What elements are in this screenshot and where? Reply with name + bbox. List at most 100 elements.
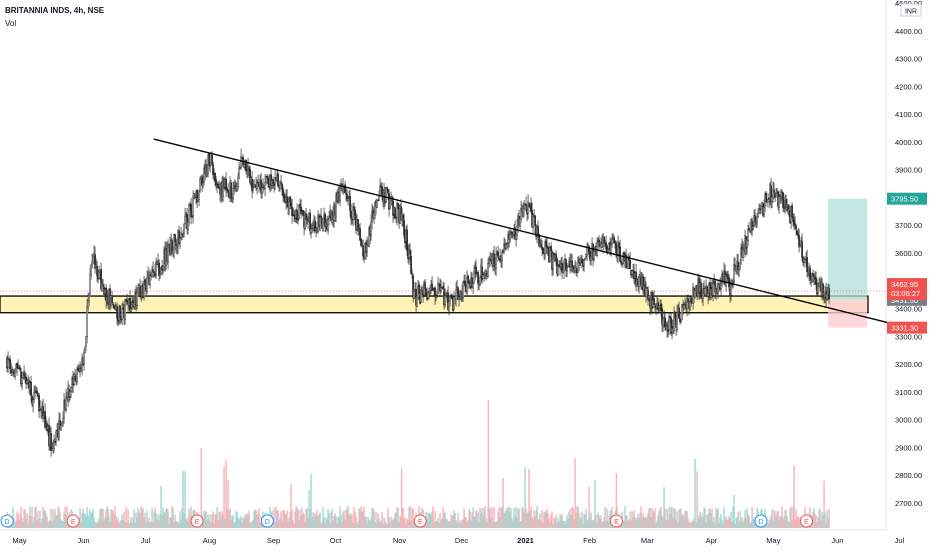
volume-bar xyxy=(592,520,594,528)
event-marker[interactable] xyxy=(754,514,768,528)
volume-bar xyxy=(371,507,373,528)
volume-bar xyxy=(251,521,253,528)
candle-body xyxy=(689,296,691,311)
candle-body xyxy=(673,312,675,331)
candle-body xyxy=(335,195,337,218)
volume-bar xyxy=(693,517,695,528)
time-axis[interactable]: May Jun Jul Aug Sep Oct Nov Dec 2021 Feb Mar Apr May… xyxy=(12,536,904,545)
volume-bar xyxy=(214,513,216,528)
volume-bar xyxy=(78,523,80,528)
volume-bar xyxy=(106,506,108,528)
volume-bar xyxy=(789,508,791,528)
volume-bar xyxy=(481,508,483,528)
stop-zone[interactable] xyxy=(828,299,868,328)
volume-bar xyxy=(387,508,389,528)
candle-body xyxy=(344,184,346,193)
volume-bar xyxy=(116,520,118,528)
volume-bar xyxy=(17,513,19,528)
drawings[interactable] xyxy=(0,138,888,324)
event-marker[interactable] xyxy=(799,514,813,528)
volume-bar xyxy=(363,506,365,528)
candle-body xyxy=(381,186,383,196)
volume-bar xyxy=(458,523,460,528)
event-marker[interactable] xyxy=(66,514,80,528)
candle-body xyxy=(248,167,250,171)
candle-body xyxy=(775,193,777,196)
volume-bar xyxy=(308,490,310,528)
volume-bar xyxy=(491,507,493,528)
volume-bar xyxy=(343,510,345,528)
volume-bar xyxy=(532,519,534,528)
volume-bar xyxy=(603,517,605,528)
volume-bar xyxy=(126,522,128,528)
volume-bar xyxy=(439,512,441,528)
target-zone[interactable] xyxy=(828,198,868,300)
volume-bar xyxy=(33,517,35,528)
volume-bar xyxy=(303,514,305,528)
volume-bar xyxy=(103,520,105,528)
candle-body xyxy=(396,202,398,218)
event-marker[interactable] xyxy=(609,514,623,528)
candle-body xyxy=(712,283,714,296)
volume-bar xyxy=(510,507,512,528)
volume-bar xyxy=(684,511,686,528)
volume-bar xyxy=(780,517,782,528)
volume-bar xyxy=(240,515,242,528)
volume-bar xyxy=(627,520,629,528)
candle-body xyxy=(585,253,587,257)
candle-body xyxy=(614,241,616,244)
volume-bar xyxy=(677,522,679,528)
descending-trendline[interactable] xyxy=(153,138,888,324)
event-marker[interactable] xyxy=(190,514,204,528)
volume-bar xyxy=(585,508,587,528)
volume-bar xyxy=(698,515,700,528)
currency-badge-box[interactable] xyxy=(900,3,922,17)
candle-body xyxy=(631,270,633,275)
volume-bar xyxy=(442,506,444,528)
volume-bar xyxy=(390,516,392,528)
volume-bar xyxy=(681,515,683,528)
volume-bar xyxy=(119,520,121,528)
candle-body xyxy=(515,234,517,240)
volume-bar xyxy=(136,516,138,528)
candle-body xyxy=(280,182,282,185)
candle-body xyxy=(615,242,617,254)
volume-bar xyxy=(189,515,191,528)
candle-body xyxy=(361,244,363,246)
volume-bar xyxy=(692,520,694,528)
time-tick-label: Nov xyxy=(393,536,407,545)
volume-bar xyxy=(170,517,172,528)
volume-bar xyxy=(501,506,503,528)
volume-bar xyxy=(112,510,114,528)
volume-bar xyxy=(660,506,662,528)
candle-body xyxy=(625,254,627,269)
event-marker[interactable] xyxy=(260,514,274,528)
volume-bar xyxy=(157,514,159,528)
event-marker[interactable] xyxy=(413,514,427,528)
volume-bar xyxy=(785,510,787,528)
volume-bar xyxy=(38,518,40,528)
candle-body xyxy=(373,213,375,219)
candle-body xyxy=(240,156,242,168)
volume-bar xyxy=(229,508,231,528)
volume-bar xyxy=(92,508,94,528)
volume-bar xyxy=(353,507,355,528)
volume-bar xyxy=(258,508,260,528)
volume-bar xyxy=(505,508,507,528)
volume-bar xyxy=(717,508,719,528)
candle-body xyxy=(822,283,824,294)
volume-bar xyxy=(470,520,472,528)
stop-price-tag-box xyxy=(887,321,927,334)
candle-body xyxy=(184,215,186,225)
candle-body xyxy=(173,233,175,253)
volume-bar xyxy=(137,507,139,528)
volume-bar xyxy=(535,510,537,528)
volume-bar xyxy=(652,510,654,528)
volume-bar xyxy=(632,517,634,528)
volume-bar xyxy=(25,518,27,528)
currency-badge[interactable]: INR xyxy=(900,3,922,17)
event-marker[interactable] xyxy=(0,514,14,528)
